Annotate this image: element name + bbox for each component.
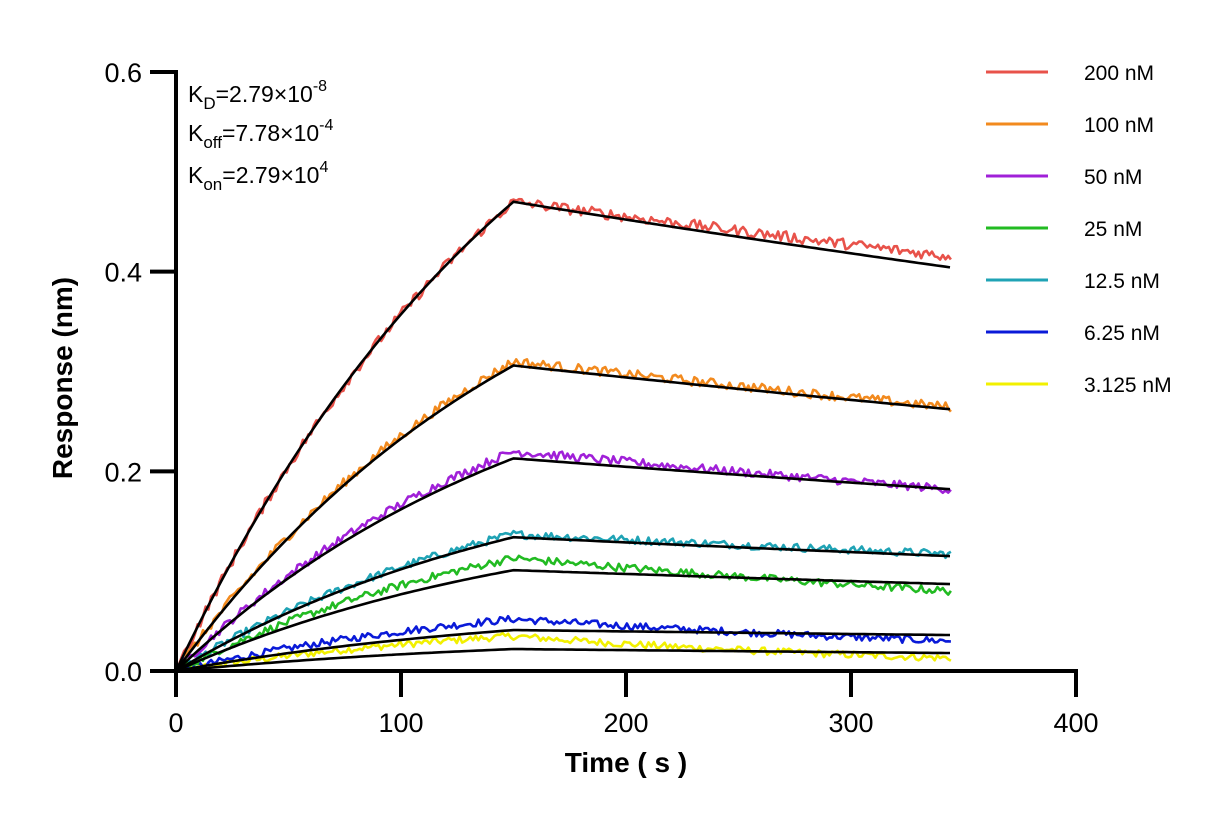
x-tick-label: 400 bbox=[1053, 708, 1098, 738]
legend-label-12-5-nm: 12.5 nM bbox=[1084, 270, 1160, 293]
x-tick-label: 0 bbox=[168, 708, 183, 738]
series-line-25-nm bbox=[175, 554, 952, 673]
fit-line-3-125-nm bbox=[175, 647, 950, 673]
y-axis-title: Response (nm) bbox=[47, 277, 78, 479]
fit-line-12-5-nm bbox=[175, 535, 951, 673]
legend-label-200-nm: 200 nM bbox=[1084, 62, 1154, 85]
y-axis-ticks: 0.0 0.2 0.4 0.6 bbox=[104, 58, 176, 687]
series-line-6-25-nm bbox=[175, 614, 952, 673]
y-tick-label: 0.6 bbox=[104, 58, 142, 88]
y-tick-label: 0.2 bbox=[104, 457, 142, 487]
series-line-100-nm bbox=[174, 357, 952, 672]
legend-label-50-nm: 50 nM bbox=[1084, 166, 1142, 189]
x-tick-label: 100 bbox=[378, 708, 423, 738]
koff-text: Koff=7.78×10-4 bbox=[188, 117, 333, 152]
legend-label-100-nm: 100 nM bbox=[1084, 114, 1154, 137]
kinetics-annotation: KD=2.79×10-8 Koff=7.78×10-4 Kon=2.79×104 bbox=[188, 78, 333, 194]
x-axis-ticks: 0 100 200 300 400 bbox=[168, 671, 1099, 738]
legend-label-25-nm: 25 nM bbox=[1084, 218, 1142, 241]
legend-label-3-125-nm: 3.125 nM bbox=[1084, 374, 1172, 397]
fit-curves bbox=[174, 200, 951, 673]
fit-line-200-nm bbox=[174, 200, 951, 672]
fit-line-25-nm bbox=[175, 568, 951, 673]
series-line-200-nm bbox=[174, 197, 952, 672]
legend-label-6-25-nm: 6.25 nM bbox=[1084, 322, 1160, 345]
x-tick-label: 200 bbox=[603, 708, 648, 738]
kon-text: Kon=2.79×104 bbox=[188, 159, 328, 194]
fit-line-6-25-nm bbox=[175, 628, 950, 673]
x-axis-title: Time ( s ) bbox=[565, 747, 687, 778]
legend: 200 nM 100 nM 50 nM 25 nM 12.5 nM 6.25 nM 3.12… bbox=[986, 62, 1172, 397]
kd-text: KD=2.79×10-8 bbox=[188, 78, 327, 113]
series-line-50-nm bbox=[175, 449, 952, 672]
sensorgram-series bbox=[174, 197, 952, 673]
fit-line-50-nm bbox=[175, 457, 951, 672]
y-tick-label: 0.4 bbox=[104, 258, 142, 288]
x-tick-label: 300 bbox=[828, 708, 873, 738]
fit-line-100-nm bbox=[174, 364, 951, 672]
y-tick-label: 0.0 bbox=[104, 657, 142, 687]
